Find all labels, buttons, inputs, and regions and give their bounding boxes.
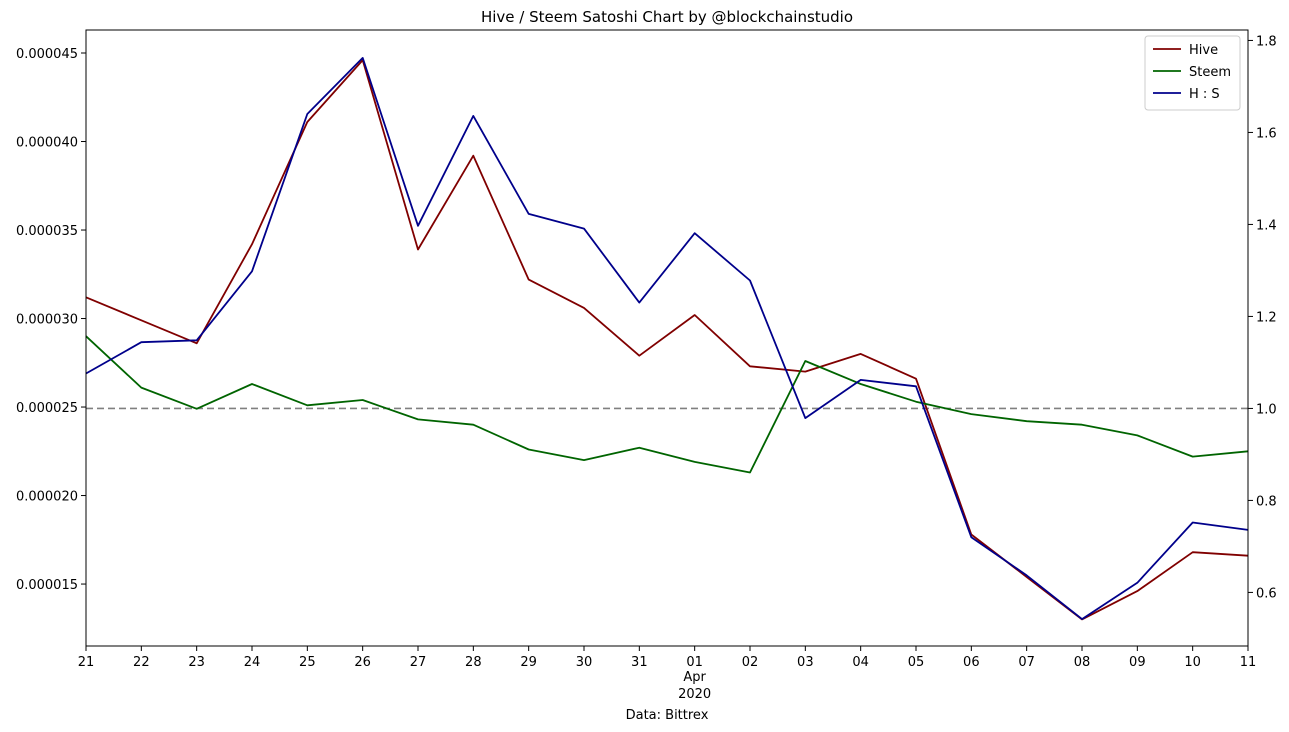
left-tick-label: 0.000040 <box>16 136 78 151</box>
legend-label: H : S <box>1189 87 1220 102</box>
series-line-2 <box>85 57 1249 620</box>
right-tick-label: 0.8 <box>1256 494 1277 509</box>
x-tick-label: 27 <box>410 655 427 670</box>
left-tick-label: 0.000025 <box>16 401 78 416</box>
chart-title: Hive / Steem Satoshi Chart by @blockchai… <box>481 8 853 26</box>
x-tick-label: 22 <box>133 655 150 670</box>
right-axis: 0.6 0.8 1.0 1.2 1.4 1.6 1.8 <box>1248 34 1277 601</box>
x-axis-label: Data: Bittrex <box>626 708 709 723</box>
right-tick-label: 1.0 <box>1256 402 1277 417</box>
series-line-1 <box>85 335 1249 474</box>
right-tick-label: 1.4 <box>1256 218 1277 233</box>
x-tick-month-label: Apr <box>683 670 706 685</box>
x-tick-label: 30 <box>576 655 593 670</box>
series-layer <box>85 57 1249 621</box>
x-tick-label: 06 <box>963 655 980 670</box>
left-tick-label: 0.000020 <box>16 490 78 505</box>
right-tick-label: 0.6 <box>1256 586 1277 601</box>
x-tick-label: 07 <box>1018 655 1035 670</box>
x-tick-label: 10 <box>1184 655 1201 670</box>
legend: Hive Steem H : S <box>1144 35 1241 111</box>
x-tick-label: 02 <box>742 655 759 670</box>
x-tick-label: 11 <box>1240 655 1257 670</box>
x-tick-label: 23 <box>188 655 205 670</box>
right-tick-label: 1.8 <box>1256 34 1277 49</box>
x-tick-label: 25 <box>299 655 316 670</box>
x-tick-label: 08 <box>1074 655 1091 670</box>
x-tick-label: 28 <box>465 655 482 670</box>
plot-frame <box>85 29 1249 647</box>
x-tick-label: 03 <box>797 655 814 670</box>
x-tick-label: 09 <box>1129 655 1146 670</box>
left-tick-label: 0.000035 <box>16 224 78 239</box>
legend-label: Hive <box>1189 43 1218 58</box>
x-tick-label: 21 <box>78 655 95 670</box>
x-axis: 21 22 23 24 25 26 27 28 29 30 31 01 02 03 04 05 06 07 08 09… <box>78 646 1257 702</box>
legend-label: Steem <box>1189 65 1231 80</box>
legend-box <box>1144 35 1241 111</box>
right-tick-label: 1.2 <box>1256 310 1277 325</box>
left-tick-label: 0.000015 <box>16 578 78 593</box>
x-tick-label: 04 <box>852 655 869 670</box>
x-tick-label: 01 <box>686 655 703 670</box>
x-tick-label: 31 <box>631 655 648 670</box>
left-tick-label: 0.000045 <box>16 47 78 62</box>
series-line-0 <box>85 59 1249 621</box>
x-tick-label: 05 <box>908 655 925 670</box>
x-tick-label: 29 <box>520 655 537 670</box>
x-tick-year-label: 2020 <box>678 687 711 702</box>
x-tick-label: 26 <box>354 655 371 670</box>
left-tick-label: 0.000030 <box>16 313 78 328</box>
x-tick-label: 24 <box>244 655 261 670</box>
left-axis: 0.000015 0.000020 0.000025 0.000030 0.000035… <box>16 47 86 593</box>
right-tick-label: 1.6 <box>1256 126 1277 141</box>
